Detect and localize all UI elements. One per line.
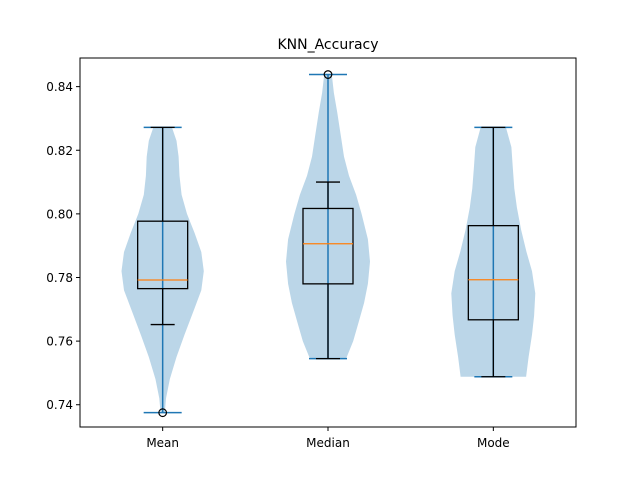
x-tick-label-mode: Mode	[477, 436, 510, 450]
outlier-mean-0	[158, 408, 168, 418]
y-tick-label-5: 0.84	[46, 80, 73, 94]
box-mean	[137, 220, 189, 290]
y-tick-label-0: 0.74	[46, 398, 73, 412]
y-tick-label-2: 0.78	[46, 271, 73, 285]
y-tick-label-4: 0.82	[46, 144, 73, 158]
x-tick-label-mean: Mean	[146, 436, 179, 450]
y-tick-label-1: 0.76	[46, 335, 73, 349]
outlier-median-0	[323, 70, 333, 79]
boxes-layer	[137, 70, 519, 418]
box-median	[302, 207, 354, 285]
y-axis: 0.74 0.76 0.78 0.80 0.82 0.84	[46, 80, 80, 412]
y-tick-label-3: 0.80	[46, 207, 73, 221]
x-axis: Mean Median Mode	[146, 427, 510, 450]
chart-title: KNN_Accuracy	[277, 37, 378, 53]
box-mode	[467, 224, 519, 321]
x-tick-label-median: Median	[306, 436, 350, 450]
